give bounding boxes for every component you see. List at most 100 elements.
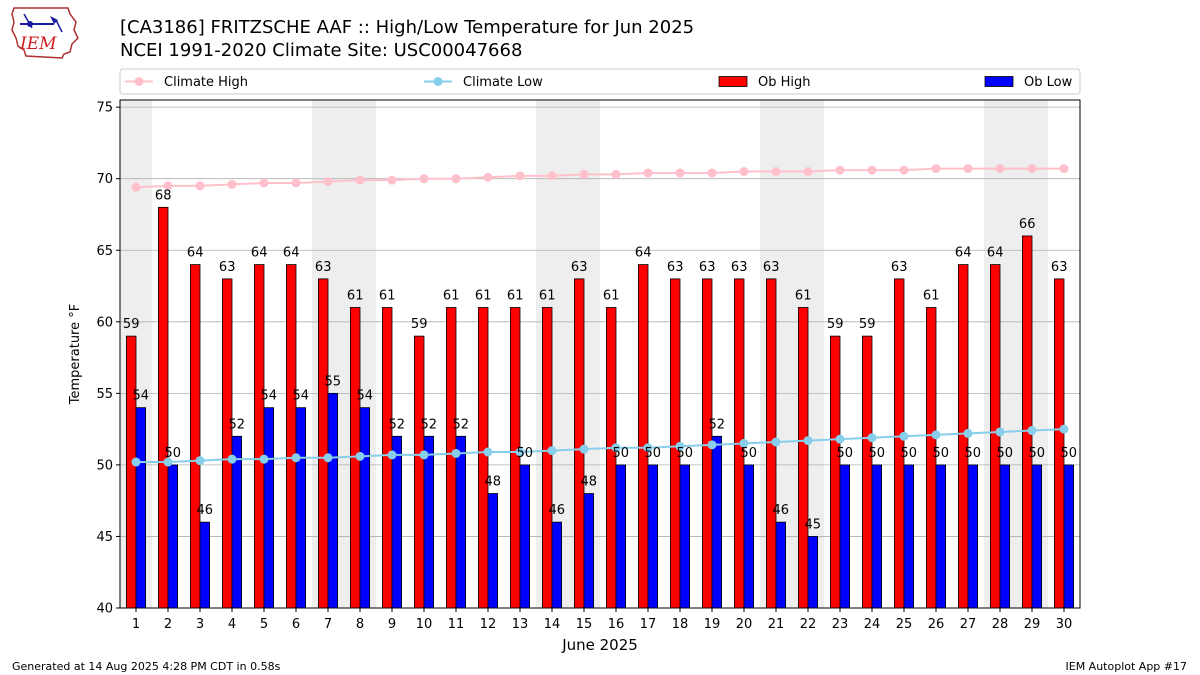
- ob-high-label: 63: [667, 260, 684, 275]
- ob-low-bar: [359, 407, 371, 609]
- climate-high-point: [291, 178, 301, 188]
- y-tick-label: 45: [96, 530, 113, 545]
- ob-low-label: 48: [485, 475, 502, 490]
- ob-high-bar: [574, 278, 585, 609]
- ob-low-label: 55: [325, 374, 342, 389]
- x-tick-label: 15: [576, 617, 593, 632]
- legend-label-ob-high: Ob High: [758, 75, 811, 90]
- y-tick-label: 60: [96, 315, 113, 330]
- ob-low-bar: [871, 464, 883, 609]
- climate-low-point: [579, 444, 589, 454]
- ob-low-bar: [935, 464, 947, 609]
- climate-lines: [131, 164, 1069, 467]
- climate-low-point: [899, 431, 909, 441]
- climate-high-point: [483, 172, 493, 182]
- x-tick-label: 28: [992, 617, 1009, 632]
- ob-high-label: 64: [283, 246, 300, 261]
- ob-low-bar: [519, 464, 531, 609]
- climate-low-point: [707, 440, 717, 450]
- ob-low-label: 52: [453, 417, 470, 432]
- climate-high-point: [963, 164, 973, 174]
- climate-low-line: [136, 428, 1065, 464]
- climate-low-point: [387, 450, 397, 460]
- ob-high-label: 63: [699, 260, 716, 275]
- climate-high-point: [547, 171, 557, 181]
- climate-high-point: [1027, 164, 1037, 174]
- climate-high-point: [643, 168, 653, 178]
- plot-frame: [119, 99, 1081, 609]
- ob-low-label: 50: [165, 446, 182, 461]
- ob-low-label: 54: [293, 389, 310, 404]
- iem-logo: IEM: [6, 4, 82, 64]
- climate-low-point: [771, 437, 781, 447]
- climate-high-point: [131, 182, 141, 192]
- ob-high-bar: [477, 307, 489, 609]
- ob-low-bar: [135, 407, 147, 609]
- x-tick-label: 30: [1056, 617, 1073, 632]
- ob-low-bar: [903, 464, 915, 609]
- legend-label-ob-low: Ob Low: [1024, 75, 1073, 90]
- climate-high-point: [227, 179, 237, 189]
- x-tick-label: 17: [640, 617, 657, 632]
- climate-high-point: [899, 165, 909, 175]
- app-id: IEM Autoplot App #17: [1065, 660, 1188, 673]
- climate-high-point: [355, 175, 365, 185]
- ob-high-label: 68: [155, 188, 172, 203]
- ob-high-label: 63: [1051, 260, 1068, 275]
- ob-high-bar: [189, 264, 201, 609]
- ob-high-label: 59: [123, 317, 140, 332]
- ob-low-label: 46: [197, 503, 214, 518]
- ob-high-label: 59: [827, 317, 844, 332]
- climate-low-point: [1059, 424, 1069, 434]
- ob-low-label: 50: [645, 446, 662, 461]
- x-axis-label: June 2025: [561, 636, 638, 654]
- ob-low-bar: [839, 464, 851, 609]
- ob-low-bar: [743, 464, 755, 609]
- ob-high-bar: [1054, 278, 1065, 609]
- x-axis-ticks: 1 2 3 4 5 6 7 8 9 10 11 12 13 14 15 16 17 18 19 20 21 22 23 24 2…: [132, 608, 1072, 632]
- climate-low-point: [835, 434, 845, 444]
- ob-high-bar: [413, 335, 425, 609]
- x-tick-label: 9: [388, 617, 396, 632]
- ob-high-bar: [990, 264, 1001, 609]
- ob-low-label: 50: [869, 446, 886, 461]
- x-tick-label: 20: [736, 617, 753, 632]
- x-tick-label: 23: [832, 617, 849, 632]
- ob-low-label: 52: [389, 417, 406, 432]
- climate-high-point: [515, 171, 525, 181]
- climate-low-point: [227, 454, 237, 464]
- ob-low-bar: [1063, 464, 1075, 609]
- bar-value-labels: 59 54 68 50 64 46 63 52 64 54 64 54 63 55 61 54 61 52 59 52…: [123, 188, 1077, 532]
- x-tick-label: 19: [704, 617, 721, 632]
- ob-low-label: 50: [1061, 446, 1078, 461]
- climate-low-point: [163, 457, 173, 467]
- ob-high-bar: [285, 264, 297, 609]
- ob-high-bar: [317, 278, 329, 609]
- ob-low-label: 54: [261, 389, 278, 404]
- x-tick-label: 22: [800, 617, 817, 632]
- legend-marker-climate-high: [134, 77, 144, 86]
- climate-low-point: [483, 447, 493, 457]
- climate-high-point: [579, 169, 589, 179]
- climate-low-point: [867, 433, 877, 443]
- ob-high-bar: [126, 335, 137, 609]
- climate-high-point: [835, 165, 845, 175]
- ob-low-bar: [807, 536, 819, 609]
- ob-low-label: 48: [581, 475, 598, 490]
- ob-low-bar: [423, 435, 435, 609]
- y-axis-ticks: 40 45 50 55 60 65 70 75: [96, 101, 120, 617]
- climate-high-point: [739, 167, 749, 177]
- ob-low-label: 50: [1029, 446, 1046, 461]
- x-tick-label: 4: [228, 617, 236, 632]
- ob-low-label: 50: [677, 446, 694, 461]
- climate-low-point: [451, 448, 461, 458]
- x-tick-label: 7: [324, 617, 332, 632]
- climate-low-point: [1027, 426, 1037, 436]
- ob-high-label: 61: [795, 288, 812, 303]
- climate-low-point: [291, 453, 301, 463]
- climate-high-line: [135, 167, 1064, 189]
- ob-low-bar: [551, 521, 563, 609]
- climate-low-point: [643, 443, 653, 453]
- ob-high-bar: [445, 307, 457, 609]
